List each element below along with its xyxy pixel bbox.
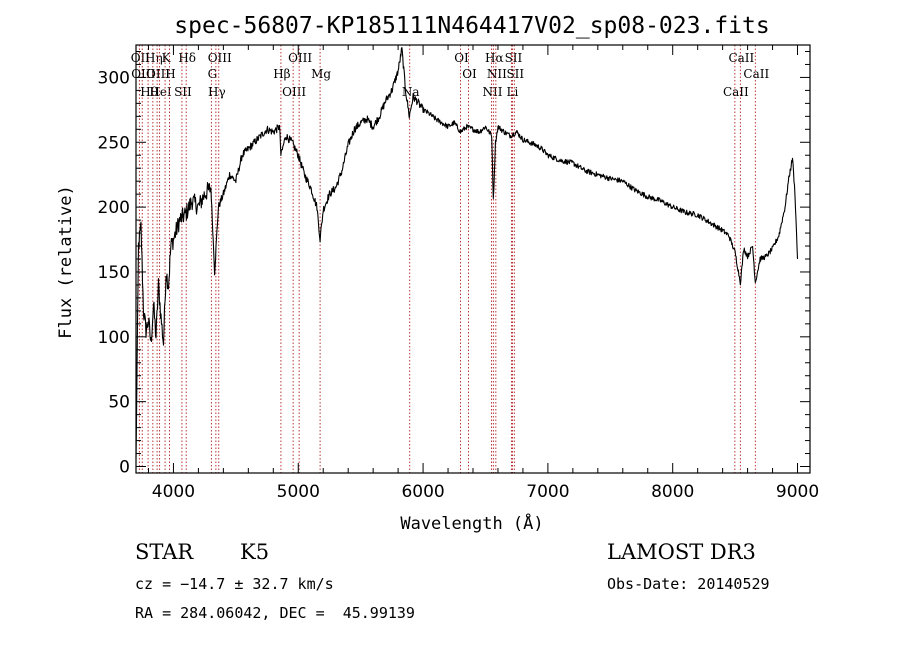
x-tick-label: 6000: [401, 482, 444, 502]
sky-coordinates: RA = 284.06042, DEC = 45.99139: [135, 604, 415, 622]
y-tick-label: 300: [98, 68, 130, 88]
x-tick-label: 5000: [277, 482, 320, 502]
chart-title: spec-56807-KP185111N464417V02_sp08-023.f…: [174, 13, 769, 39]
x-tick-label: 4000: [152, 482, 195, 502]
spectral-line-label: OIII: [146, 67, 170, 81]
spectral-line-label: OIII: [282, 85, 306, 99]
spectral-line-label: Mg: [311, 67, 331, 81]
spectral-line-label: OIII: [208, 51, 232, 65]
y-axis-label: Flux (relative): [56, 185, 76, 339]
spectral-line-label: HeI: [149, 85, 172, 99]
spectral-line-label: Hδ: [178, 51, 196, 65]
spectral-line-label: K: [162, 51, 172, 65]
plot-frame: [135, 44, 811, 474]
survey-name: LAMOST DR3: [607, 540, 756, 564]
spectral-line-label: SII: [505, 51, 523, 65]
spectral-line-label: SII: [506, 67, 524, 81]
observation-date: Obs-Date: 20140529: [607, 575, 770, 593]
spectral-line-label: CaII: [723, 85, 749, 99]
spectral-line-markers: OIIOIIIHθHηOIIIHeIKHSIIHδGHγOIIIHβOIIIOI…: [131, 45, 769, 473]
spectral-line-label: CaII: [728, 51, 754, 65]
spectral-line-label: G: [208, 67, 218, 81]
x-tick-label: 9000: [776, 482, 819, 502]
spectral-line-label: CaII: [743, 67, 769, 81]
spectral-line-label: Hγ: [208, 85, 226, 99]
spectral-line-label: H: [165, 67, 175, 81]
object-subclass: K5: [240, 540, 270, 564]
object-type: STAR: [135, 540, 194, 564]
x-tick-label: 7000: [526, 482, 569, 502]
y-tick-label: 0: [119, 458, 130, 478]
y-tick-label: 250: [98, 133, 130, 153]
spectral-line-label: Hβ: [273, 67, 290, 81]
spectral-line-label: Hθ: [140, 85, 158, 99]
spectral-line-label: SII: [174, 85, 192, 99]
spectral-line-label: OIII: [288, 51, 312, 65]
spectral-line-label: NII: [487, 67, 507, 81]
spectral-line-label: OI: [454, 51, 469, 65]
y-tick-label: 150: [98, 263, 130, 283]
y-tick-label: 50: [108, 393, 130, 413]
spectral-line-label: OI: [462, 67, 477, 81]
y-tick-label: 200: [98, 198, 130, 218]
spectral-line-label: Hα: [485, 51, 504, 65]
x-axis-label: Wavelength (Å): [400, 512, 543, 534]
y-tick-label: 100: [98, 328, 130, 348]
x-tick-label: 8000: [651, 482, 694, 502]
axis-ticks: 4000 5000 6000 7000 8000 9000 0 50 100 150 200 250 3…: [98, 45, 819, 502]
spectrum-line: [135, 47, 799, 458]
spectral-line-label: Na: [402, 85, 420, 99]
spectral-line-label: NII: [482, 85, 502, 99]
spectral-line-label: Hη: [145, 51, 163, 65]
redshift-velocity: cz = −14.7 ± 32.7 km/s: [135, 575, 334, 593]
